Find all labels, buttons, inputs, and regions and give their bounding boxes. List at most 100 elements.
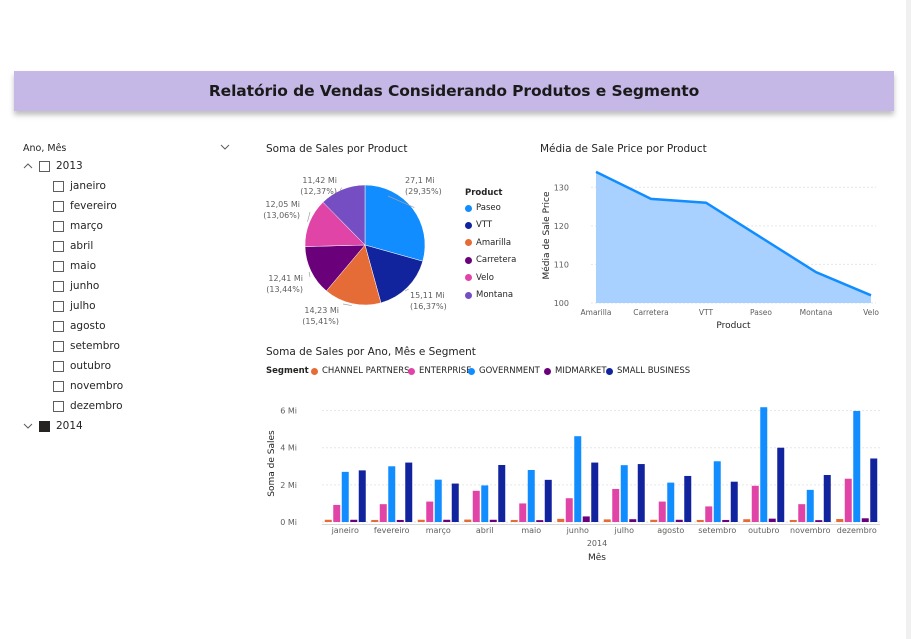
bar-government[interactable] [620, 465, 628, 522]
bar-government[interactable] [574, 436, 582, 522]
bar-channel-partners[interactable] [371, 519, 379, 522]
bar-enterprise[interactable] [612, 488, 620, 522]
checkbox[interactable] [53, 320, 64, 332]
pie-slice-paseo[interactable] [364, 184, 426, 262]
bar-midmarket[interactable] [629, 519, 637, 522]
bar-enterprise[interactable] [844, 478, 852, 522]
slicer-month-item[interactable]: fevereiro [53, 200, 117, 212]
checkbox[interactable] [53, 200, 64, 212]
pie-legend-item-paseo[interactable]: Paseo [465, 203, 501, 213]
bar-legend-item[interactable]: SMALL BUSINESS [606, 366, 690, 376]
bar-enterprise[interactable] [519, 503, 527, 522]
bar-channel-partners[interactable] [696, 519, 704, 522]
checkbox[interactable] [53, 300, 64, 312]
bar-small-business[interactable] [777, 447, 785, 522]
bar-midmarket[interactable] [815, 520, 823, 522]
checkbox[interactable] [53, 380, 64, 392]
bar-midmarket[interactable] [489, 519, 497, 522]
bar-legend-item[interactable]: ENTERPRISE [408, 366, 472, 376]
pie-legend-item-vtt[interactable]: VTT [465, 220, 492, 230]
bar-enterprise[interactable] [798, 504, 806, 522]
slicer-year-2013[interactable]: 2013 [23, 160, 83, 172]
pie-legend-item-velo[interactable]: Velo [465, 273, 494, 283]
bar-government[interactable] [806, 489, 814, 522]
bar-small-business[interactable] [823, 475, 831, 522]
slicer-month-item[interactable]: novembro [53, 380, 123, 392]
slicer-month-item[interactable]: abril [53, 240, 93, 252]
bar-channel-partners[interactable] [324, 519, 332, 522]
pie-legend-item-carretera[interactable]: Carretera [465, 255, 516, 265]
slicer-month-item[interactable]: maio [53, 260, 96, 272]
bar-channel-partners[interactable] [417, 519, 425, 522]
chevron-down-icon[interactable] [220, 142, 230, 152]
checkbox[interactable] [53, 180, 64, 192]
bar-small-business[interactable] [451, 483, 459, 522]
bar-enterprise[interactable] [751, 485, 759, 522]
bar-small-business[interactable] [870, 458, 878, 522]
bar-midmarket[interactable] [768, 518, 776, 522]
bar-enterprise[interactable] [472, 490, 480, 522]
bar-chart[interactable]: 0 Mi 2 Mi 4 Mi 6 Mi janeiro fevereiro março abr… [260, 395, 900, 570]
bar-enterprise[interactable] [658, 501, 666, 522]
area-line[interactable] [595, 170, 872, 297]
bar-channel-partners[interactable] [464, 519, 472, 522]
checkbox[interactable] [53, 360, 64, 372]
bar-small-business[interactable] [358, 470, 366, 522]
bar-enterprise[interactable] [565, 498, 573, 522]
checkbox[interactable] [53, 260, 64, 272]
bar-channel-partners[interactable] [603, 519, 611, 522]
bar-government[interactable] [760, 407, 768, 522]
slicer-year-2014[interactable]: 2014 [23, 420, 83, 432]
bar-midmarket[interactable] [722, 519, 730, 522]
bar-government[interactable] [341, 471, 349, 522]
checkbox[interactable] [39, 420, 50, 432]
bar-midmarket[interactable] [861, 518, 869, 522]
checkbox[interactable] [53, 240, 64, 252]
bar-legend-item[interactable]: GOVERNMENT [468, 366, 540, 376]
bar-government[interactable] [853, 410, 861, 522]
slicer-month-item[interactable]: outubro [53, 360, 111, 372]
bar-legend-item[interactable]: MIDMARKET [544, 366, 607, 376]
bar-legend-item[interactable]: CHANNEL PARTNERS [311, 366, 410, 376]
bar-channel-partners[interactable] [557, 518, 565, 522]
bar-enterprise[interactable] [379, 504, 387, 522]
bar-channel-partners[interactable] [836, 519, 844, 522]
pie-legend-item-amarilla[interactable]: Amarilla [465, 238, 511, 248]
checkbox[interactable] [53, 220, 64, 232]
bar-channel-partners[interactable] [789, 519, 797, 522]
slicer-month-item[interactable]: agosto [53, 320, 106, 332]
bar-small-business[interactable] [730, 481, 738, 522]
bar-channel-partners[interactable] [510, 519, 518, 522]
bar-government[interactable] [434, 479, 442, 522]
checkbox[interactable] [53, 280, 64, 292]
slicer-month-item[interactable]: julho [53, 300, 96, 312]
slicer-month-item[interactable]: junho [53, 280, 99, 292]
bar-government[interactable] [713, 461, 721, 522]
bar-midmarket[interactable] [675, 519, 683, 522]
area-chart[interactable]: 100 110 120 130 Amarilla Carretera VTT Paseo Mon… [535, 160, 895, 335]
slicer-month-item[interactable]: dezembro [53, 400, 123, 412]
bar-channel-partners[interactable] [743, 519, 751, 522]
bar-midmarket[interactable] [536, 520, 544, 522]
slicer-month-item[interactable]: setembro [53, 340, 120, 352]
chevron-down-icon[interactable] [23, 421, 33, 431]
bar-midmarket[interactable] [582, 516, 590, 522]
checkbox[interactable] [39, 160, 50, 172]
bar-midmarket[interactable] [396, 519, 404, 522]
bar-midmarket[interactable] [350, 519, 358, 522]
checkbox[interactable] [53, 340, 64, 352]
slicer-month-item[interactable]: março [53, 220, 103, 232]
bar-small-business[interactable] [544, 479, 552, 522]
bar-small-business[interactable] [498, 464, 506, 522]
bar-government[interactable] [667, 482, 675, 522]
bar-enterprise[interactable] [705, 506, 713, 522]
bar-government[interactable] [388, 466, 396, 522]
bar-enterprise[interactable] [426, 501, 434, 522]
slicer-month-item[interactable]: janeiro [53, 180, 106, 192]
checkbox[interactable] [53, 400, 64, 412]
pie-slice-amarilla[interactable] [326, 244, 382, 306]
bar-government[interactable] [481, 485, 489, 522]
pie-chart[interactable]: 27,1 Mi (29,35%) 15,11 Mi (16,37%) 14,23 Mi (… [255, 165, 460, 325]
date-slicer[interactable]: Ano, Mês 2013 janeiro fevereiro março abril m… [20, 140, 235, 440]
bar-channel-partners[interactable] [650, 519, 658, 522]
